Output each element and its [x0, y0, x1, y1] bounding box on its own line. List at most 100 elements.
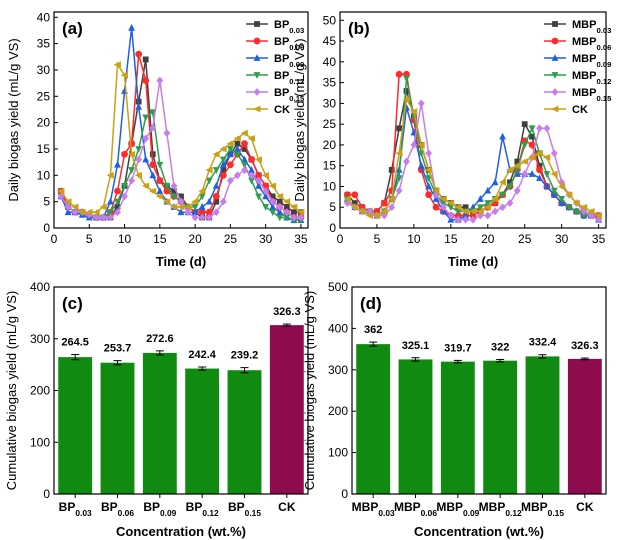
x-tick-label: MBP0.12: [479, 500, 522, 518]
legend-marker: [551, 88, 559, 96]
data-point: [476, 195, 484, 202]
data-point: [484, 186, 492, 194]
y-tick-label: 100: [328, 446, 348, 460]
data-point: [198, 187, 206, 195]
data-point: [156, 177, 164, 184]
y-tick-label: 0: [43, 487, 50, 501]
data-point: [107, 197, 114, 205]
data-point: [121, 192, 128, 201]
x-tick-label: 35: [592, 232, 606, 246]
data-point: [454, 208, 462, 216]
data-point: [142, 134, 150, 143]
legend-marker: [253, 54, 261, 61]
x-axis-label: Concentration (wt.%): [414, 524, 544, 539]
x-tick-label: 15: [153, 232, 167, 246]
data-point: [142, 114, 150, 122]
y-axis-label: Cumulative biogas yield (mL/g VS): [4, 291, 19, 490]
data-point: [71, 208, 79, 217]
data-point: [403, 75, 410, 83]
data-point: [219, 145, 227, 153]
y-tick-label: 20: [37, 116, 51, 130]
data-point: [507, 179, 513, 186]
data-point: [543, 182, 551, 190]
data-point: [262, 192, 270, 200]
data-point: [219, 197, 227, 206]
data-point: [255, 193, 263, 201]
data-point: [409, 108, 418, 116]
x-tick-label: MBP0.06: [394, 500, 437, 518]
data-point: [454, 203, 462, 211]
data-point: [387, 195, 396, 203]
data-label: 272.6: [146, 333, 174, 345]
y-tick-label: 35: [37, 37, 51, 51]
data-point: [268, 182, 277, 190]
data-point: [205, 208, 213, 216]
data-point: [380, 207, 388, 215]
data-point: [425, 191, 433, 199]
data-point: [275, 192, 284, 200]
data-point: [432, 203, 440, 211]
data-point: [543, 171, 551, 178]
legend-marker: [551, 72, 559, 79]
data-point: [135, 102, 143, 110]
data-point: [469, 207, 477, 215]
x-tick-label: 0: [337, 232, 344, 246]
data-point: [170, 181, 178, 190]
data-point: [454, 212, 462, 219]
data-point: [491, 195, 499, 203]
data-point: [120, 71, 128, 79]
data-point: [226, 150, 234, 158]
data-point: [536, 124, 543, 133]
data-point: [499, 132, 506, 140]
data-point: [64, 203, 72, 211]
y-tick-label: 15: [37, 142, 51, 156]
y-tick-label: 500: [328, 280, 348, 294]
data-point: [283, 208, 291, 217]
legend-label: BP0.03: [274, 19, 304, 35]
data-point: [395, 175, 403, 183]
data-point: [558, 196, 566, 203]
x-tick-label: MBP0.09: [436, 500, 479, 518]
data-point: [233, 135, 241, 142]
data-point: [219, 160, 227, 168]
data-point: [99, 213, 107, 222]
data-point: [114, 160, 121, 168]
legend-marker: [253, 37, 261, 45]
data-point: [528, 153, 536, 161]
data-point: [142, 56, 149, 63]
bar: [440, 361, 475, 494]
data-point: [135, 146, 143, 153]
data-point: [410, 141, 418, 149]
data-point: [106, 171, 114, 179]
data-point: [149, 161, 157, 169]
data-point: [365, 212, 373, 219]
data-point: [134, 171, 143, 179]
y-tick-label: 35: [323, 76, 337, 90]
bar: [100, 362, 135, 494]
data-point: [226, 176, 234, 185]
series-ck: [343, 95, 603, 219]
x-tick-label: 25: [224, 232, 238, 246]
data-point: [579, 203, 588, 211]
bar: [269, 325, 304, 494]
series-bp-0.15: [57, 76, 305, 222]
data-point: [162, 198, 171, 206]
y-tick-label: 300: [328, 363, 348, 377]
data-label: 239.2: [231, 350, 259, 362]
data-label: 264.5: [61, 337, 89, 349]
data-point: [269, 193, 276, 200]
data-point: [212, 167, 220, 174]
x-tick-label: CK: [278, 500, 296, 514]
data-point: [550, 187, 558, 195]
y-tick-label: 20: [323, 138, 337, 152]
plot-frame: [351, 286, 607, 495]
bar: [567, 358, 602, 494]
data-point: [542, 153, 551, 161]
data-point: [121, 87, 128, 94]
data-point: [57, 187, 65, 195]
data-point: [170, 203, 178, 211]
data-point: [499, 191, 506, 199]
data-point: [191, 198, 199, 206]
data-point: [417, 141, 425, 149]
x-tick-label: 5: [86, 232, 93, 246]
